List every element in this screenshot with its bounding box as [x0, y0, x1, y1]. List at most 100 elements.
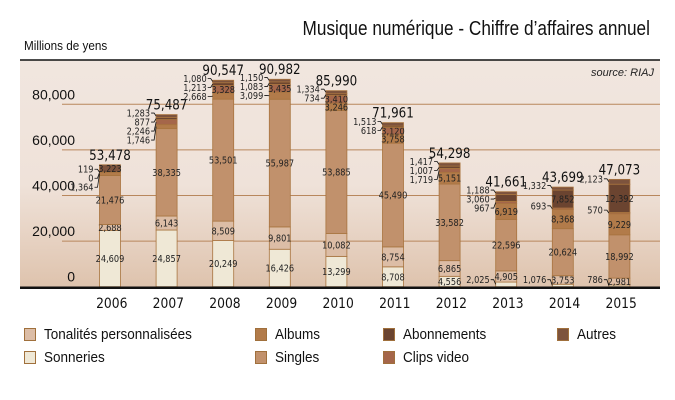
data-label: 20,624	[548, 248, 577, 259]
legend-label: Abonnements	[403, 326, 487, 343]
bar-segment-autres	[382, 122, 404, 127]
legend-swatch	[383, 351, 395, 364]
leader-line	[434, 167, 440, 171]
data-label: 967	[474, 204, 490, 215]
data-label: 1,719	[410, 175, 434, 186]
data-label: 3,060	[466, 195, 490, 206]
leader-line	[603, 178, 610, 183]
leader-line	[94, 173, 100, 188]
data-label: 1,188	[466, 186, 490, 197]
leader-line	[490, 197, 496, 200]
y-tick-label: 40,000	[32, 178, 75, 194]
bar-segment-autres	[325, 90, 348, 95]
data-label: 7,852	[551, 195, 574, 206]
bar-segment-autres	[608, 178, 631, 185]
data-label: 3,246	[325, 103, 349, 114]
leader-line	[377, 120, 383, 125]
leader-line	[377, 126, 383, 131]
data-label: 33,582	[435, 218, 464, 229]
x-tick-label: 2007	[153, 296, 184, 312]
legend-swatch	[255, 351, 267, 364]
leader-line	[547, 205, 553, 210]
data-label: 22,596	[492, 241, 521, 252]
x-tick-label: 2013	[492, 296, 523, 312]
bar-segment-albums	[155, 124, 178, 130]
leader-line	[207, 83, 214, 88]
x-tick-label: 2011	[379, 296, 410, 312]
legend-item-singles: Singles	[255, 349, 324, 366]
data-label: 10,082	[322, 241, 351, 252]
data-label: 2,981	[608, 277, 631, 288]
data-label: 24,857	[152, 254, 181, 265]
leader-line	[547, 279, 553, 286]
data-label: 3,328	[211, 85, 235, 96]
data-label: 38,335	[152, 168, 181, 179]
data-label: 0	[88, 174, 93, 185]
bar-segment-autres	[155, 114, 178, 118]
legend-swatch	[557, 328, 569, 341]
leader-line	[207, 78, 214, 82]
data-label: 53,501	[209, 156, 238, 167]
legend-label: Autres	[577, 326, 617, 343]
bar-segment-abonnements	[495, 194, 518, 202]
y-axis-unit-label: Millions de yens	[24, 38, 108, 53]
total-label: 41,661	[485, 175, 527, 191]
leader-line	[320, 88, 327, 93]
leader-line	[490, 189, 497, 194]
data-label: 1,334	[296, 85, 320, 96]
data-label: 3,120	[381, 127, 405, 138]
legend-item-clips-video: Clips video	[383, 349, 476, 366]
total-label: 54,298	[429, 146, 471, 162]
total-label: 53,478	[89, 148, 131, 164]
data-label: 3,410	[325, 95, 349, 106]
data-label: 16,426	[265, 264, 294, 275]
data-label: 6,919	[494, 207, 518, 218]
total-label: 75,487	[146, 98, 188, 114]
leader-line	[151, 118, 157, 123]
data-label: 3,753	[551, 276, 575, 287]
leader-line	[151, 126, 157, 141]
data-label: 2,668	[183, 92, 207, 103]
leader-line	[434, 170, 440, 180]
x-tick-label: 2009	[266, 296, 297, 312]
data-label: 1,007	[410, 166, 434, 177]
legend-item-autres: Autres	[557, 326, 620, 343]
data-label: 4,905	[494, 272, 518, 283]
leader-line	[490, 202, 497, 209]
leader-line	[264, 77, 270, 81]
data-label: 877	[134, 118, 150, 129]
data-label: 3,758	[381, 135, 405, 146]
data-label: 2,123	[579, 175, 603, 186]
leader-line	[490, 279, 497, 285]
data-label: 2,025	[466, 276, 490, 287]
leader-line	[151, 121, 157, 132]
bar-segment-abonnements	[212, 82, 235, 86]
data-label: 8,509	[211, 227, 235, 238]
data-label: 1,746	[127, 136, 151, 147]
y-tick-label: 0	[67, 269, 75, 285]
data-label: 693	[531, 202, 547, 213]
legend-label: Singles	[275, 349, 320, 366]
data-label: 9,229	[608, 220, 632, 231]
data-label: 1,417	[410, 157, 434, 168]
data-label: 618	[361, 126, 377, 137]
data-label: 8,708	[381, 273, 405, 284]
total-label: 85,990	[316, 74, 358, 90]
legend-swatch	[24, 351, 36, 364]
data-label: 3,435	[268, 84, 292, 95]
data-label: 53,885	[322, 168, 351, 179]
data-label: 1,150	[240, 73, 264, 84]
data-label: 119	[78, 165, 94, 176]
data-label: 1,283	[127, 109, 151, 120]
bar-segment-autres	[99, 164, 121, 173]
leader-line	[320, 94, 327, 99]
data-label: 2,688	[98, 223, 122, 234]
data-label: 1,364	[70, 183, 94, 194]
data-label: 1,332	[523, 181, 546, 192]
total-label: 47,073	[599, 163, 641, 179]
data-label: 20,249	[209, 259, 238, 270]
bar-segment-clips-video	[155, 119, 178, 126]
leader-line	[434, 161, 440, 165]
data-label: 5,151	[438, 174, 461, 185]
y-tick-label: 20,000	[32, 223, 75, 239]
